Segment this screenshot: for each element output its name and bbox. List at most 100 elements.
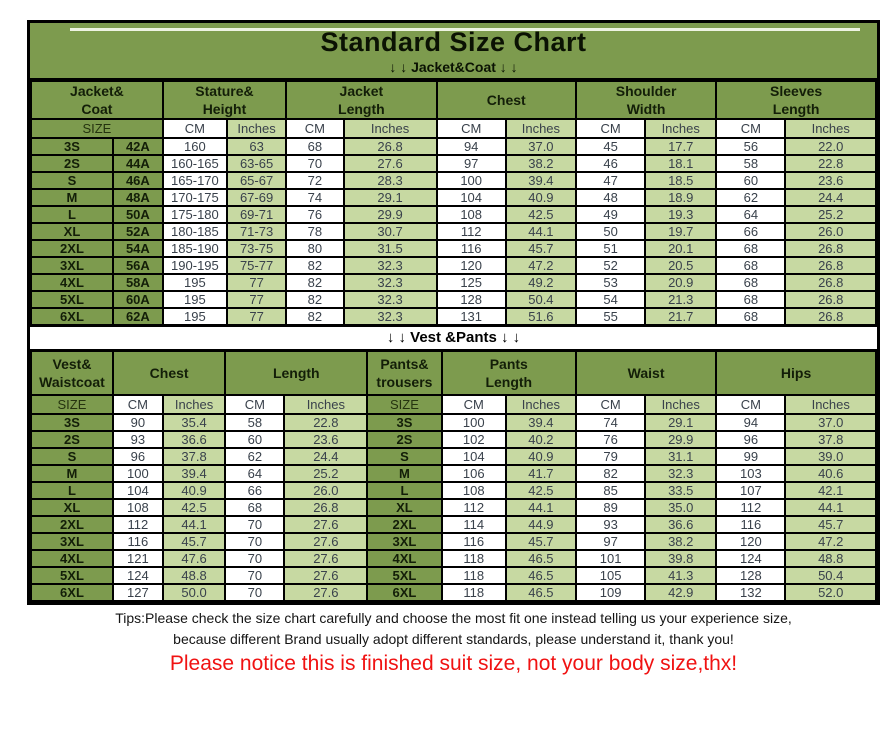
tips-line-2: because different Brand usually adopt di… [173,631,734,648]
value-cell: 41.3 [644,566,718,586]
vest-pants-section-label: ↓ ↓ Vest &Pants ↓ ↓ [30,326,877,351]
value-cell: 160 [161,137,229,157]
value-cell: 104 [440,447,507,467]
value-cell: 22.8 [283,413,369,433]
value-cell: 29.9 [644,430,718,450]
value-cell: 27.6 [283,515,369,535]
cm-subheader: CM [111,394,164,416]
value-cell: 44.1 [504,498,577,518]
value-cell: 37.0 [504,137,577,157]
size-subheader: SIZE [366,394,443,416]
inches-subheader: Inches [784,118,877,140]
value-cell: 40.9 [161,481,227,501]
value-cell: 51.6 [504,307,577,327]
value-cell: 51 [574,239,647,259]
size-cell: 3XL [366,532,443,552]
inches-subheader: Inches [283,394,369,416]
value-cell: 74 [574,413,647,433]
value-cell: 82 [285,290,345,310]
value-cell: 121 [111,549,164,569]
value-cell: 26.8 [784,256,877,276]
value-cell: 109 [574,583,647,603]
inches-subheader: Inches [504,394,577,416]
table-row: L 104 40.9 66 26.0 L 108 42.5 85 33.5 107 42.1 [30,481,877,501]
value-cell: 32.3 [342,273,438,293]
value-cell: 120 [715,532,787,552]
size-cell: 2S [366,430,443,450]
cm-subheader: CM [715,394,787,416]
value-cell: 36.6 [644,515,718,535]
value-cell: 44.9 [504,515,577,535]
size-cell: 3XL [30,256,114,276]
table-row: 4XL 58A 195 77 82 32.3 125 49.2 53 20.9 68 26.8 [30,273,877,293]
value-cell: 33.5 [644,481,718,501]
value-cell: 26.8 [784,239,877,259]
size-cell: 3S [366,413,443,433]
table-row: 2S 93 36.6 60 23.6 2S 102 40.2 76 29.9 96 37.8 [30,430,877,450]
value-cell: 49.2 [504,273,577,293]
value-cell: 41.7 [504,464,577,484]
size-cell: 4XL [30,273,114,293]
value-cell: 18.9 [644,188,718,208]
value-cell: 50.4 [504,290,577,310]
value-cell: 68 [224,498,286,518]
jacket-table-body: 3S 42A 160 63 68 26.8 94 37.0 45 17.7 56 22.0 2S 44A 1… [30,137,877,327]
value-cell: 70 [224,515,286,535]
jacket-coat-section-label: ↓ ↓ Jacket&Coat ↓ ↓ [389,58,518,75]
value-cell: 44.1 [504,222,577,242]
value-cell: 114 [440,515,507,535]
value-cell: 195 [161,273,229,293]
value-cell: 25.2 [784,205,877,225]
table-row: 3XL 56A 190-195 75-77 82 32.3 120 47.2 52 20.5 68 2… [30,256,877,276]
value-cell: 94 [435,137,507,157]
inches-subheader: Inches [644,118,718,140]
size-code-cell: 58A [111,273,164,293]
value-cell: 78 [285,222,345,242]
value-cell: 52.0 [784,583,877,603]
value-cell: 42.5 [504,205,577,225]
value-cell: 112 [435,222,507,242]
table-row: 5XL 60A 195 77 82 32.3 128 50.4 54 21.3 68 26.8 [30,290,877,310]
value-cell: 22.8 [784,154,877,174]
size-subheader: SIZE [30,118,164,140]
value-cell: 46.5 [504,566,577,586]
value-cell: 26.0 [283,481,369,501]
value-cell: 29.1 [342,188,438,208]
value-cell: 30.7 [342,222,438,242]
value-cell: 18.5 [644,171,718,191]
size-cell: 5XL [30,566,114,586]
value-cell: 42.1 [784,481,877,501]
value-cell: 82 [285,273,345,293]
value-cell: 21.3 [644,290,718,310]
size-code-cell: 50A [111,205,164,225]
value-cell: 52 [574,256,647,276]
table-row: SIZE CM Inches CM Inches CM Inches CM Inches CM In… [30,118,877,140]
value-cell: 29.9 [342,205,438,225]
inches-subheader: Inches [644,394,718,416]
value-cell: 131 [435,307,507,327]
value-cell: 71-73 [226,222,288,242]
value-cell: 32.3 [342,290,438,310]
value-cell: 76 [285,205,345,225]
jacket-coat-size-table: Jacket& Coat Stature& Height Jacket Length… [30,79,877,327]
value-cell: 45.7 [504,239,577,259]
value-cell: 37.8 [784,430,877,450]
value-cell: 39.4 [161,464,227,484]
size-cell: 2S [30,154,114,174]
size-cell: XL [30,498,114,518]
value-cell: 47.2 [784,532,877,552]
value-cell: 185-190 [161,239,229,259]
value-cell: 68 [715,290,787,310]
value-cell: 120 [435,256,507,276]
column-group-header: Chest [111,350,227,397]
value-cell: 35.4 [161,413,227,433]
table-row: 5XL 124 48.8 70 27.6 5XL 118 46.5 105 41.3 128 50.4 [30,566,877,586]
value-cell: 96 [111,447,164,467]
size-cell: 3S [30,413,114,433]
cm-subheader: CM [574,394,647,416]
value-cell: 65-67 [226,171,288,191]
value-cell: 63 [226,137,288,157]
table-row: Vest& Waistcoat Chest Length Pants& trouser… [30,350,877,397]
size-chart-sheet: Standard Size Chart ↓ ↓ Jacket&Coat ↓ ↓ … [27,20,880,606]
value-cell: 44.1 [784,498,877,518]
